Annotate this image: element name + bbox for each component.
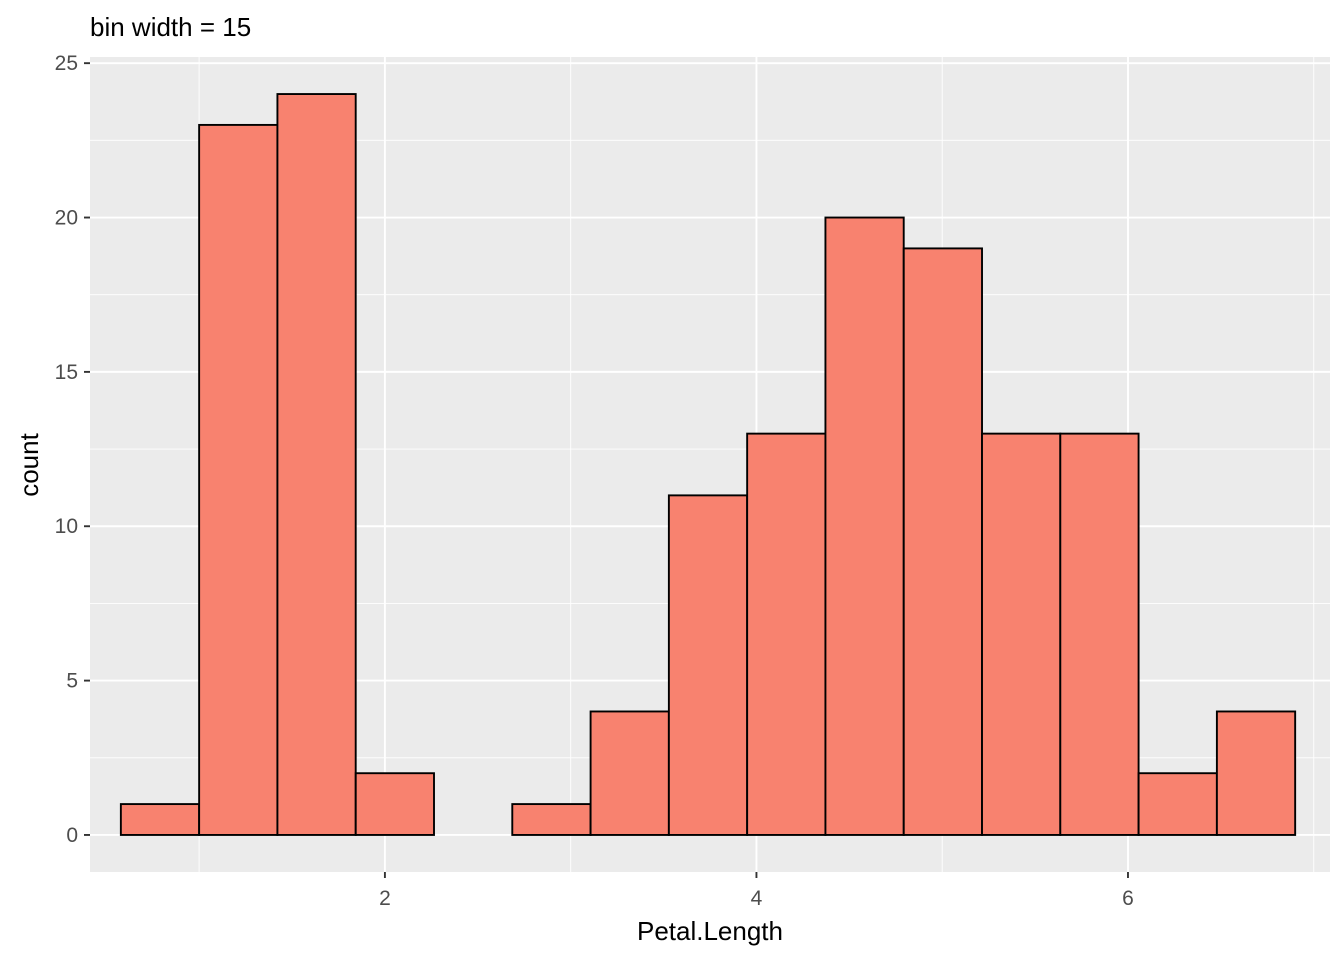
y-tick-label: 20 — [55, 207, 78, 230]
histogram-bar — [902, 247, 983, 836]
histogram-bar — [198, 123, 279, 836]
histogram-bar — [354, 772, 435, 836]
histogram-bar — [589, 710, 670, 836]
y-tick-label: 25 — [55, 52, 78, 75]
y-axis: 0 5 10 15 20 25 — [55, 52, 90, 847]
y-tick-label: 5 — [66, 670, 78, 693]
x-tick-label: 2 — [379, 887, 391, 910]
x-axis: 2 4 6 — [379, 872, 1134, 910]
histogram-bar — [981, 432, 1062, 836]
x-tick-label: 6 — [1122, 887, 1134, 910]
y-axis-title: count — [14, 432, 44, 496]
chart-title: bin width = 15 — [90, 12, 251, 42]
histogram-bar — [276, 93, 357, 836]
histogram-bar — [119, 803, 201, 836]
y-tick-label: 0 — [66, 824, 78, 847]
y-tick-label: 10 — [55, 515, 78, 538]
histogram-bar — [1215, 710, 1297, 836]
x-axis-title: Petal.Length — [637, 916, 783, 946]
histogram-bar — [1137, 772, 1218, 836]
histogram-bar — [824, 216, 905, 836]
bars — [119, 93, 1297, 836]
histogram-bar — [1059, 432, 1140, 836]
histogram-bar — [667, 494, 749, 836]
y-tick-label: 15 — [55, 361, 78, 384]
x-tick-label: 4 — [751, 887, 763, 910]
histogram-bar — [511, 803, 592, 836]
histogram-bar — [746, 432, 827, 836]
